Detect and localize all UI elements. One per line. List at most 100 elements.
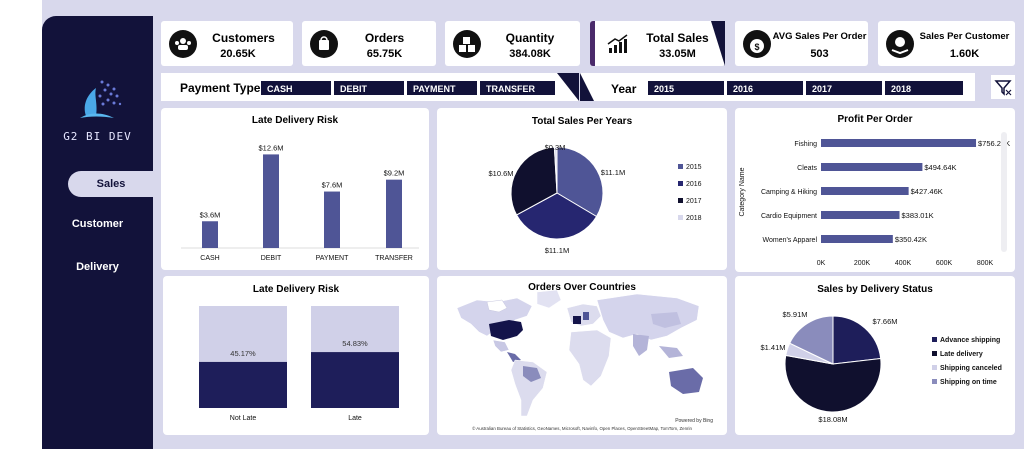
payment-option-debit[interactable]: DEBIT <box>333 80 405 96</box>
money-hand-icon <box>886 30 914 58</box>
legend-swatch <box>678 215 683 220</box>
map-powered-by: Powered by Bing <box>675 418 713 424</box>
tick-label: Cardio Equipment <box>761 213 817 220</box>
card-orders-over-countries: Orders Over Countries Powered by Bing © … <box>437 276 727 435</box>
map-greenland <box>536 289 562 309</box>
bar <box>263 154 279 248</box>
data-label: $12.6M <box>258 143 283 152</box>
payment-option-payment[interactable]: PAYMENT <box>406 80 478 96</box>
shopping-bag-icon <box>310 30 338 58</box>
kpi-sales-per-customer: Sales Per Customer 1.60K <box>878 21 1015 66</box>
nav-customer[interactable]: Customer <box>71 218 124 230</box>
tick-label: Cleats <box>797 165 817 172</box>
customers-icon <box>169 30 197 58</box>
bar <box>821 211 900 219</box>
late-delivery-bar-chart: $3.6M CASH $12.6M DEBIT $7.6M PAYMENT $9.2M TRA… <box>181 143 419 262</box>
pie-slice <box>556 146 604 218</box>
map-france <box>573 316 581 324</box>
chart-title: Sales by Delivery Status <box>817 284 933 295</box>
world-map[interactable] <box>437 276 727 435</box>
year-option-2018[interactable]: 2018 <box>884 80 964 96</box>
year-option-2017[interactable]: 2017 <box>805 80 883 96</box>
legend-swatch <box>932 337 937 342</box>
bar-segment-other <box>311 306 399 353</box>
chart-title: Profit Per Order <box>837 114 913 125</box>
svg-text:$: $ <box>754 42 759 52</box>
kpi-total-sales: Total Sales 33.05M <box>590 21 725 66</box>
year-option-2015[interactable]: 2015 <box>647 80 725 96</box>
card-late-delivery-risk-bar: Late Delivery Risk $3.6M CASH $12.6M DEBIT $… <box>161 108 429 270</box>
map-china <box>651 312 681 328</box>
map-india <box>633 334 649 356</box>
chart-title: Late Delivery Risk <box>252 284 340 295</box>
chart-scrollbar[interactable] <box>1001 132 1007 252</box>
map-africa <box>568 329 612 387</box>
kpi-orders: Orders 65.75K <box>302 21 436 66</box>
legend-swatch <box>678 198 683 203</box>
y-axis-label: Category Name <box>739 167 746 216</box>
tick-label: 800K <box>977 260 994 267</box>
legend-swatch <box>678 164 683 169</box>
tick-label: DEBIT <box>261 255 282 262</box>
bar <box>386 179 402 248</box>
legend-swatch <box>678 181 683 186</box>
slicer-title: Payment Type <box>180 81 261 95</box>
legend-entry: Shipping canceled <box>940 365 1002 372</box>
map-germany <box>583 312 589 320</box>
map-central-america <box>507 352 521 362</box>
tick-label: 600K <box>936 260 953 267</box>
year-option-2016[interactable]: 2016 <box>726 80 804 96</box>
legend-swatch <box>932 365 937 370</box>
kpi-label: Customers <box>212 31 275 45</box>
data-label: $18.08M <box>818 415 847 424</box>
bar <box>821 139 977 147</box>
kpi-label: Quantity <box>505 31 555 45</box>
clear-filters-button[interactable] <box>991 75 1015 99</box>
kpi-customers: Customers 20.65K <box>161 21 293 66</box>
kpi-value: 33.05M <box>659 48 696 60</box>
data-label: $350.42K <box>895 235 927 244</box>
legend-entry: 2015 <box>686 164 702 171</box>
data-label: 45.17% <box>230 349 256 358</box>
data-label: $0.3M <box>545 143 566 152</box>
nav-delivery[interactable]: Delivery <box>76 261 119 273</box>
tick-label: 400K <box>895 260 912 267</box>
brand-logo-icon <box>80 80 122 118</box>
map-brazil-region <box>523 366 541 382</box>
tick-label: 0K <box>817 260 826 267</box>
data-label: $5.91M <box>782 310 807 319</box>
data-label: $756.22K <box>978 139 1010 148</box>
map-greenland-region <box>486 299 508 313</box>
kpi-value: 503 <box>810 48 829 60</box>
map-usa <box>489 320 523 340</box>
data-label: $427.46K <box>911 187 943 196</box>
payment-option-cash[interactable]: CASH <box>260 80 332 96</box>
map-attribution: © Australian Bureau of Statistics, GeoNa… <box>472 426 692 431</box>
payment-option-transfer[interactable]: TRANSFER <box>479 80 556 96</box>
year-slicer: Year 2015 2016 2017 2018 <box>580 73 975 101</box>
data-label: $9.2M <box>384 169 405 178</box>
chart-title: Total Sales Per Years <box>531 116 633 127</box>
filter-clear-icon <box>994 80 1012 96</box>
card-profit-per-order: Profit Per Order Category Name Fishing $75… <box>735 108 1015 272</box>
late-delivery-stacked-chart: 45.17% Not Late 54.83% Late <box>199 306 399 422</box>
data-label: $7.6M <box>322 181 343 190</box>
kpi-label: AVG Sales Per Order <box>772 31 867 42</box>
bar-segment <box>311 352 399 408</box>
legend-entry: Advance shipping <box>940 337 1000 344</box>
tick-label: 200K <box>854 260 871 267</box>
bar <box>821 163 923 171</box>
bar-segment-other <box>199 306 287 362</box>
pie-slice <box>553 146 558 194</box>
sales-per-year-pie-chart: $11.1M $11.1M $10.6M $0.3M 2015 2016 2017 2018 <box>488 143 702 255</box>
map-southeast-asia <box>659 346 683 358</box>
data-label: $383.01K <box>902 211 934 220</box>
card-total-sales-per-years: Total Sales Per Years $11.1M $11.1M $10.6M… <box>437 108 727 270</box>
slicer-title: Year <box>611 82 637 96</box>
brand-name: G2 BI DEV <box>63 130 132 143</box>
legend-swatch <box>932 351 937 356</box>
nav-sales[interactable]: Sales <box>68 171 154 197</box>
map-asia <box>596 293 700 341</box>
legend-entry: Late delivery <box>940 351 983 358</box>
chart-title: Orders Over Countries <box>528 282 636 293</box>
